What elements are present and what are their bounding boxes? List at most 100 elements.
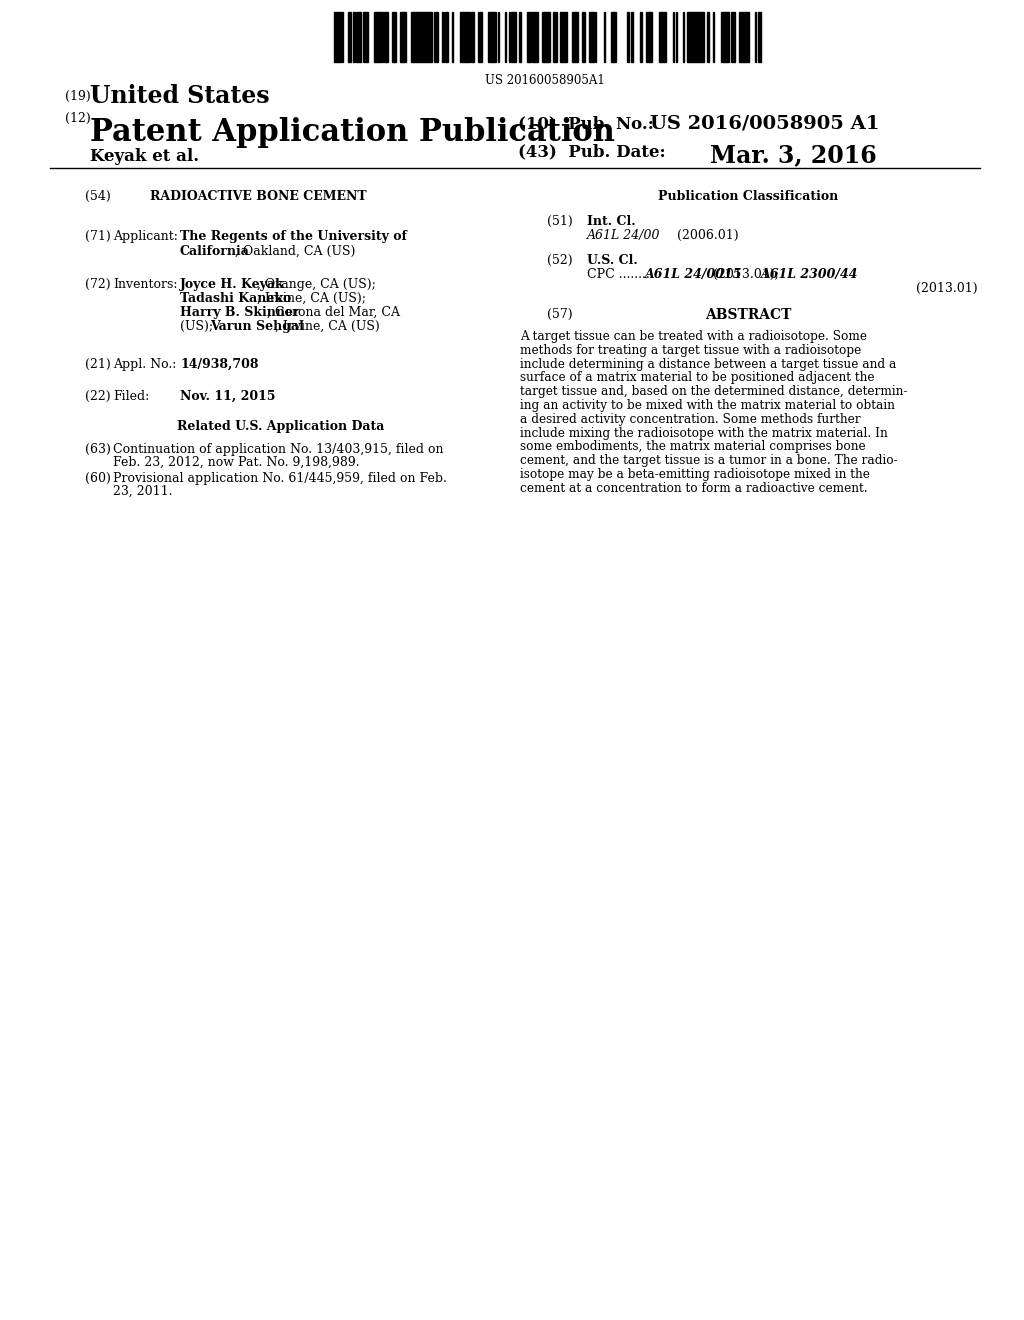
Text: , Irvine, CA (US): , Irvine, CA (US) [275, 319, 380, 333]
Bar [411, 12, 414, 62]
Bar [353, 12, 355, 62]
Text: include mixing the radioisotope with the matrix material. In: include mixing the radioisotope with the… [520, 426, 888, 440]
Bar [513, 12, 516, 62]
Bar [739, 12, 741, 62]
Bar [374, 12, 376, 62]
Bar [426, 12, 430, 62]
Bar [726, 12, 729, 62]
Text: The Regents of the University of: The Regents of the University of [180, 230, 407, 243]
Bar [464, 12, 466, 62]
Text: (2006.01): (2006.01) [677, 228, 738, 242]
Text: (21): (21) [85, 358, 111, 371]
Bar [649, 12, 651, 62]
Bar [664, 12, 666, 62]
Bar [701, 12, 703, 62]
Bar [376, 12, 379, 62]
Bar [534, 12, 536, 62]
Bar [693, 12, 697, 62]
Bar [392, 12, 394, 62]
Text: a desired activity concentration. Some methods further: a desired activity concentration. Some m… [520, 413, 860, 426]
Text: 14/938,708: 14/938,708 [180, 358, 258, 371]
Bar [583, 12, 585, 62]
Bar [366, 12, 368, 62]
Bar [697, 12, 701, 62]
Bar [357, 12, 360, 62]
Bar [338, 12, 340, 62]
Bar [527, 12, 529, 62]
Text: , Corona del Mar, CA: , Corona del Mar, CA [267, 306, 400, 319]
Text: RADIOACTIVE BONE CEMENT: RADIOACTIVE BONE CEMENT [150, 190, 367, 203]
Text: isotope may be a beta-emitting radioisotope mixed in the: isotope may be a beta-emitting radioisot… [520, 469, 869, 480]
Text: US 2016/0058905 A1: US 2016/0058905 A1 [650, 115, 880, 133]
Text: ing an activity to be mixed with the matrix material to obtain: ing an activity to be mixed with the mat… [520, 399, 895, 412]
Text: US 20160058905A1: US 20160058905A1 [485, 74, 605, 87]
Text: Int. Cl.: Int. Cl. [587, 215, 636, 228]
Bar [544, 12, 546, 62]
Bar [731, 12, 735, 62]
Text: (43)  Pub. Date:: (43) Pub. Date: [518, 143, 666, 160]
Text: A61L 24/0015: A61L 24/0015 [645, 268, 742, 281]
Text: (12): (12) [65, 112, 91, 125]
Bar [660, 12, 664, 62]
Bar [565, 12, 567, 62]
Bar [627, 12, 629, 62]
Bar [415, 12, 417, 62]
Bar [546, 12, 549, 62]
Bar [758, 12, 761, 62]
Bar [490, 12, 494, 62]
Bar [553, 12, 557, 62]
Text: Patent Application Publication: Patent Application Publication [90, 117, 615, 148]
Text: surface of a matrix material to be positioned adjacent the: surface of a matrix material to be posit… [520, 371, 874, 384]
Bar [417, 12, 419, 62]
Bar [589, 12, 593, 62]
Text: cement at a concentration to form a radioactive cement.: cement at a concentration to form a radi… [520, 482, 867, 495]
Text: (57): (57) [547, 308, 572, 321]
Bar [424, 12, 426, 62]
Text: (51): (51) [547, 215, 572, 228]
Bar [401, 12, 403, 62]
Bar [434, 12, 438, 62]
Text: (72): (72) [85, 279, 111, 290]
Text: (19): (19) [65, 90, 91, 103]
Text: U.S. Cl.: U.S. Cl. [587, 253, 638, 267]
Bar [334, 12, 337, 62]
Text: Harry B. Skinner: Harry B. Skinner [180, 306, 300, 319]
Bar [404, 12, 406, 62]
Text: (2013.01): (2013.01) [916, 282, 978, 294]
Bar [572, 12, 574, 62]
Bar [741, 12, 744, 62]
Text: Varun Sehgal: Varun Sehgal [210, 319, 304, 333]
Text: (US);: (US); [180, 319, 217, 333]
Text: (60): (60) [85, 473, 111, 484]
Text: A target tissue can be treated with a radioisotope. Some: A target tissue can be treated with a ra… [520, 330, 867, 343]
Text: United States: United States [90, 84, 269, 108]
Text: Joyce H. Keyak: Joyce H. Keyak [180, 279, 285, 290]
Bar [721, 12, 724, 62]
Text: cement, and the target tissue is a tumor in a bone. The radio-: cement, and the target tissue is a tumor… [520, 454, 898, 467]
Text: , Irvine, CA (US);: , Irvine, CA (US); [257, 292, 366, 305]
Bar [562, 12, 565, 62]
Text: , Orange, CA (US);: , Orange, CA (US); [257, 279, 376, 290]
Text: 23, 2011.: 23, 2011. [113, 484, 172, 498]
Bar [466, 12, 470, 62]
Bar [611, 12, 613, 62]
Text: (10)  Pub. No.:: (10) Pub. No.: [518, 115, 654, 132]
Text: A61L 2300/44: A61L 2300/44 [761, 268, 858, 281]
Text: (22): (22) [85, 389, 111, 403]
Text: Related U.S. Application Data: Related U.S. Application Data [177, 420, 385, 433]
Text: Nov. 11, 2015: Nov. 11, 2015 [180, 389, 275, 403]
Bar [532, 12, 534, 62]
Bar [687, 12, 691, 62]
Bar [442, 12, 444, 62]
Bar [614, 12, 616, 62]
Bar [647, 12, 649, 62]
Bar [384, 12, 387, 62]
Bar [461, 12, 464, 62]
Text: Tadashi Kaneko: Tadashi Kaneko [180, 292, 291, 305]
Text: (71): (71) [85, 230, 111, 243]
Bar [419, 12, 423, 62]
Text: Appl. No.:: Appl. No.: [113, 358, 176, 371]
Bar [529, 12, 531, 62]
Bar [574, 12, 575, 62]
Bar [744, 12, 746, 62]
